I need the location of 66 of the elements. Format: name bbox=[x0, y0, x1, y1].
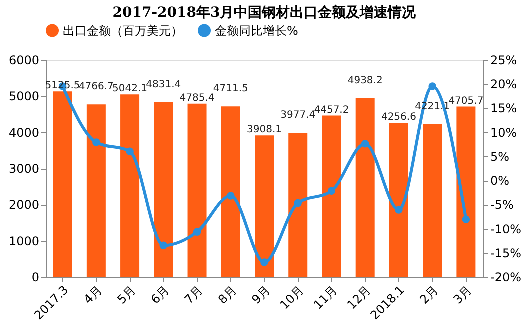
data-label: 4711.5 bbox=[213, 84, 248, 95]
point bbox=[361, 140, 370, 148]
bar bbox=[423, 124, 442, 277]
x-tick-label: 4月 bbox=[81, 283, 105, 307]
data-label: 4705.7 bbox=[448, 96, 484, 107]
x-tick-label: 7月 bbox=[182, 283, 206, 307]
data-label: 4938.2 bbox=[348, 75, 383, 86]
point bbox=[462, 216, 470, 224]
x-tick-label: 9月 bbox=[249, 283, 273, 307]
y2-tick-label: 25% bbox=[490, 54, 518, 68]
bar bbox=[356, 98, 375, 277]
x-tick-label: 5月 bbox=[114, 283, 139, 307]
y2-tick-label: -10% bbox=[490, 222, 522, 236]
x-tick-label: 2月 bbox=[417, 283, 442, 307]
y-tick-label: 0 bbox=[32, 270, 40, 284]
x-tick-label: 3月 bbox=[450, 283, 475, 307]
bar bbox=[255, 136, 274, 277]
data-label: 4457.2 bbox=[314, 104, 350, 116]
data-label: 3977.4 bbox=[280, 110, 316, 122]
point bbox=[160, 242, 168, 250]
y-tick-label: 2000 bbox=[8, 198, 40, 212]
y2-tick-label: 0% bbox=[490, 174, 510, 188]
bar bbox=[221, 106, 240, 277]
point bbox=[193, 228, 202, 236]
bar bbox=[120, 94, 140, 277]
data-label: 4256.6 bbox=[381, 112, 416, 124]
y-tick-label: 4000 bbox=[8, 126, 40, 140]
y2-tick-label: -15% bbox=[490, 246, 522, 260]
y2-tick-label: -20% bbox=[490, 270, 522, 284]
y2-tick-label: 20% bbox=[490, 78, 518, 92]
bar bbox=[389, 123, 408, 277]
y-tick-label: 1000 bbox=[8, 234, 40, 248]
y-tick-label: 3000 bbox=[8, 162, 40, 176]
point bbox=[92, 138, 100, 146]
bar bbox=[53, 92, 72, 277]
data-label: 5042.1 bbox=[112, 84, 148, 95]
data-label: 4785.4 bbox=[180, 92, 215, 104]
y2-tick-label: 5% bbox=[490, 150, 510, 164]
data-label: 4831.4 bbox=[146, 79, 182, 90]
y-tick-label: 5000 bbox=[8, 90, 40, 104]
x-tick-label: 6月 bbox=[148, 283, 172, 307]
bar bbox=[188, 104, 207, 277]
legend-label: 出口金额（百万美元） bbox=[63, 24, 183, 38]
point bbox=[328, 187, 336, 196]
data-label: 3908.1 bbox=[247, 124, 282, 136]
data-label: 4766.7 bbox=[78, 82, 114, 93]
y2-tick-label: 15% bbox=[490, 102, 518, 116]
bar bbox=[288, 133, 308, 277]
x-tick-label: 8月 bbox=[216, 283, 240, 307]
bar bbox=[456, 106, 476, 277]
chart-title: 2017-2018年3月中国钢材出口金额及增速情况 bbox=[112, 4, 418, 21]
bar bbox=[322, 116, 342, 277]
y2-tick-label: 10% bbox=[490, 126, 518, 140]
y-tick-label: 6000 bbox=[8, 54, 40, 68]
x-tick-label: 11月 bbox=[311, 283, 340, 312]
bar bbox=[154, 102, 174, 277]
bar bbox=[86, 104, 106, 277]
x-tick-label: 10月 bbox=[277, 283, 307, 312]
y2-tick-label: -5% bbox=[490, 198, 514, 212]
point bbox=[428, 82, 436, 90]
point bbox=[395, 206, 403, 214]
point bbox=[227, 192, 235, 200]
point bbox=[294, 199, 302, 208]
legend-label: 金额同比增长% bbox=[215, 24, 298, 38]
point bbox=[126, 148, 134, 156]
point bbox=[260, 258, 268, 266]
